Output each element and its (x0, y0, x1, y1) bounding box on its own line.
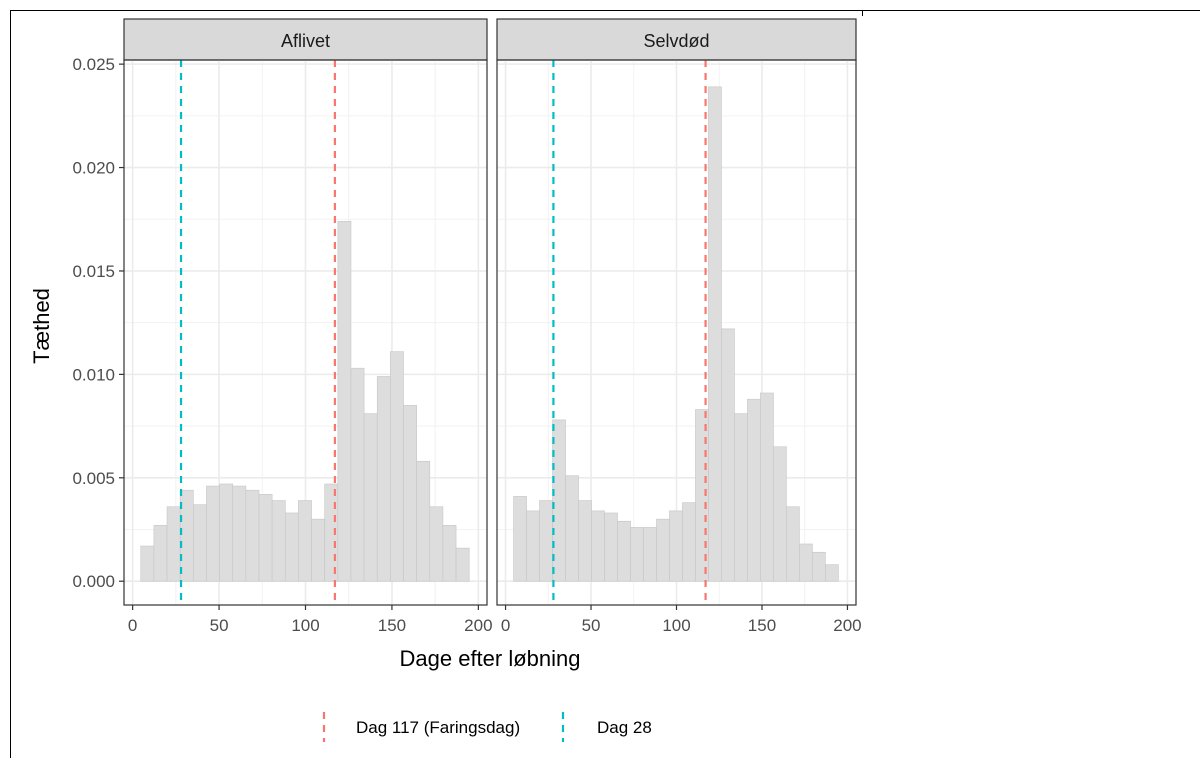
histogram-bar (682, 502, 696, 582)
histogram-bar (630, 527, 644, 582)
y-tick-label: 0.025 (72, 55, 115, 74)
histogram-bar (721, 328, 735, 582)
legend-label: Dag 28 (597, 718, 652, 737)
legend-label: Dag 117 (Faringsdag) (356, 718, 520, 737)
histogram-bar (363, 413, 378, 582)
x-axis-title: Dage efter løbning (400, 646, 581, 671)
x-tick-label: 100 (662, 616, 690, 635)
histogram-bar (219, 483, 234, 582)
histogram-bar (376, 376, 391, 582)
y-tick-label: 0.010 (72, 365, 115, 384)
histogram-bar (786, 506, 800, 582)
histogram-bar (604, 512, 618, 582)
histogram-bar (298, 500, 312, 582)
histogram-bar (747, 398, 761, 582)
histogram-bar (350, 367, 365, 582)
histogram-bar (734, 413, 748, 582)
histogram-bar (812, 551, 826, 582)
x-tick-label: 150 (378, 616, 406, 635)
histogram-bar (799, 543, 813, 582)
histogram-bar (656, 518, 670, 582)
x-tick-label: 200 (833, 616, 861, 635)
histogram-bar (337, 221, 352, 582)
histogram-bar (617, 520, 631, 582)
histogram-bar (166, 506, 181, 582)
histogram-bar (513, 496, 527, 582)
y-tick-label: 0.020 (72, 159, 115, 178)
facet-strip (123, 18, 488, 61)
histogram-bar (311, 518, 325, 582)
histogram-bar (271, 500, 286, 582)
histogram-bar (140, 545, 155, 582)
histogram-bar (245, 489, 260, 582)
histogram-bars (513, 86, 839, 582)
histogram-bar (455, 547, 470, 582)
histogram-bar (258, 494, 273, 582)
y-tick-label: 0.000 (72, 572, 115, 591)
histogram-bar (390, 351, 404, 582)
histogram-bar (153, 525, 168, 582)
histogram-bar (403, 405, 417, 582)
x-tick-label: 0 (501, 616, 510, 635)
left-border-line (10, 10, 11, 758)
histogram-bar (643, 527, 657, 582)
histogram-bar (773, 446, 787, 582)
facet-panel: Aflivet 0 50 100 150 200 0.000 0.005 0.010 0.015 0… (72, 18, 493, 635)
facet-strip-label: Selvdød (643, 31, 709, 51)
histogram-bar (442, 525, 457, 582)
histogram-bar (708, 86, 722, 582)
histogram-bar (232, 485, 247, 582)
histogram-bar (591, 510, 605, 582)
histogram-bar (760, 392, 774, 582)
histogram-bar (193, 504, 207, 582)
histogram-bars (140, 221, 470, 582)
histogram-bar (284, 512, 299, 582)
histogram-bar (669, 510, 683, 582)
histogram-bar (206, 485, 220, 582)
x-tick-label: 150 (748, 616, 776, 635)
y-axis-title: Tæthed (29, 288, 54, 364)
facet-strip-label: Aflivet (281, 31, 330, 51)
histogram-bar (429, 506, 444, 582)
histogram-bar (539, 500, 553, 582)
top-border-line (10, 10, 1200, 11)
x-tick-label: 50 (210, 616, 229, 635)
histogram-bar (578, 500, 592, 582)
x-tick-label: 200 (464, 616, 492, 635)
y-tick-label: 0.005 (72, 469, 115, 488)
facet-panels: Aflivet 0 50 100 150 200 0.000 0.005 0.010 0.015 0… (72, 18, 862, 635)
legend: Dag 117 (Faringsdag) Dag 28 (322, 712, 652, 742)
x-tick-label: 50 (582, 616, 601, 635)
histogram-bar (179, 489, 194, 582)
y-tick-label: 0.015 (72, 262, 115, 281)
histogram-bar (416, 460, 431, 582)
histogram-bar (526, 510, 540, 582)
x-tick-label: 0 (128, 616, 137, 635)
x-tick-label: 100 (291, 616, 319, 635)
cell-divider-tick (862, 10, 863, 16)
facet-panel: Selvdød 0 50 100 150 200 (496, 18, 862, 635)
histogram-bar (565, 475, 579, 582)
facet-strip (496, 18, 857, 61)
histogram-bar (825, 564, 839, 582)
